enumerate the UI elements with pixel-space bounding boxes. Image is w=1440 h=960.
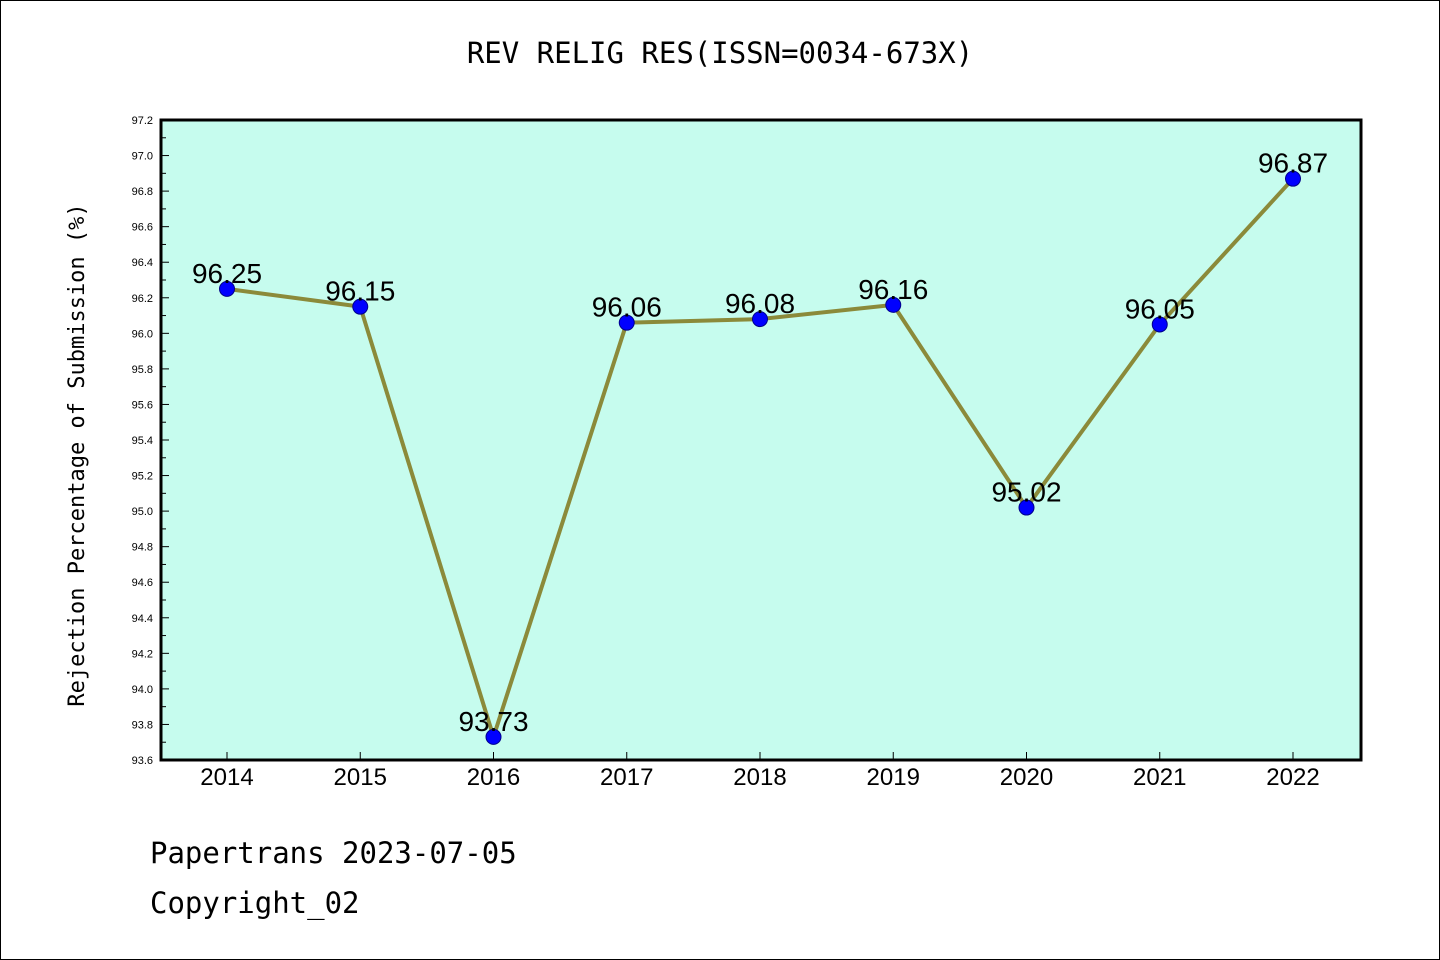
y-tick-label: 97.0 [132,151,153,163]
y-tick-label: 93.8 [132,719,153,731]
data-point [352,298,369,315]
data-point [485,728,502,745]
y-tick-label: 94.2 [132,648,153,660]
x-tick-label: 2020 [1000,764,1053,791]
y-tick-label: 95.2 [132,471,153,483]
x-axis-ticks: 2014 2015 2016 2017 2018 2019 2020 2021 2022 [200,752,1320,791]
y-axis-label: Rejection Percentage of Submission (%) [65,203,90,706]
y-tick-label: 96.4 [132,257,153,269]
y-tick-label: 96.6 [132,222,153,234]
y-tick-label: 94.6 [132,577,153,589]
y-tick-label: 95.0 [132,506,153,518]
data-label: 96.06 [592,292,662,323]
y-tick-label: 96.2 [132,293,153,305]
y-axis-ticks: 93.6 93.8 94.0 94.2 94.4 94.6 94.8 95.0 95.2 95.4… [132,115,169,767]
data-label: 96.08 [725,288,795,319]
data-point [885,296,902,313]
data-label: 96.87 [1258,148,1328,179]
data-label: 95.02 [991,477,1061,508]
data-point [1151,316,1168,333]
x-tick-label: 2015 [334,764,387,791]
y-tick-label: 94.8 [132,542,153,554]
series-1: 96.25 96.15 93.73 96.06 96.08 96.16 95.02 96.05… [192,148,1328,745]
y-tick-label: 94.4 [132,613,153,625]
x-tick-label: 2014 [200,764,253,791]
data-point [1018,499,1035,516]
plot-area [159,118,1363,762]
x-tick-label: 2018 [733,764,786,791]
x-tick-label: 2016 [467,764,520,791]
footer-date: Papertrans 2023-07-05 [150,836,517,870]
x-tick-label: 2022 [1266,764,1319,791]
data-point [1285,170,1301,187]
y-tick-label: 95.6 [132,399,153,411]
data-label: 93.73 [458,706,528,737]
data-label: 96.15 [325,276,395,307]
data-point [219,280,235,297]
data-label: 96.25 [192,258,262,289]
x-tick-label: 2019 [867,764,920,791]
x-tick-label: 2021 [1133,764,1186,791]
y-tick-label: 94.0 [132,684,153,696]
y-tick-label: 96.8 [132,186,153,198]
y-tick-label: 96.0 [132,328,153,340]
y-tick-label: 95.4 [132,435,153,447]
y-tick-label: 93.6 [132,755,153,767]
data-label: 96.16 [858,274,928,305]
y-tick-label: 97.2 [132,115,153,127]
data-label: 96.05 [1125,293,1195,324]
data-point [752,311,768,328]
x-tick-label: 2017 [600,764,653,791]
data-point [618,314,635,331]
footer-copyright: Copyright_02 [150,886,360,920]
y-tick-label: 95.8 [132,364,153,376]
chart-title: REV RELIG RES(ISSN=0034-673X) [466,36,974,70]
